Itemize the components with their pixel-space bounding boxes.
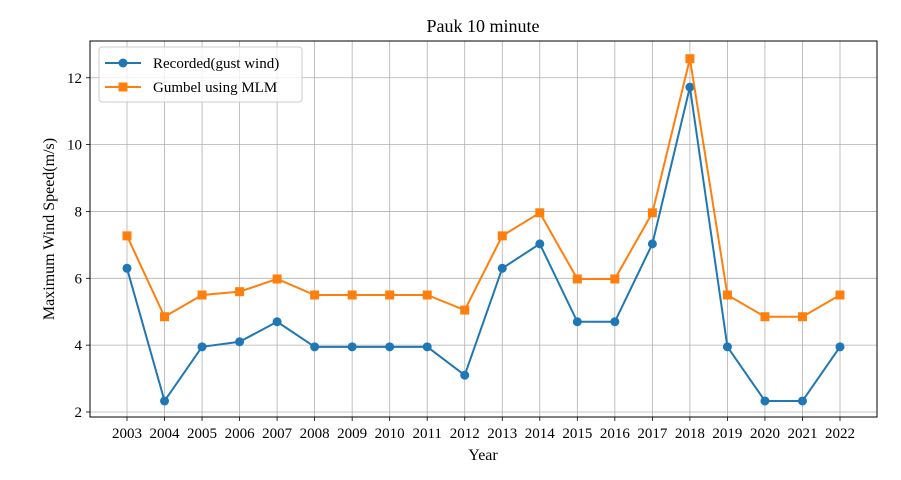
data-point: [235, 337, 245, 347]
data-point: [310, 342, 320, 352]
data-point: [197, 290, 207, 300]
data-point: [835, 342, 845, 352]
x-tick-label: 2003: [112, 426, 142, 442]
y-tick-label: 10: [67, 138, 82, 154]
data-point: [197, 342, 207, 352]
plot-area-frame: [89, 40, 878, 418]
data-point: [385, 290, 395, 300]
data-point: [347, 342, 357, 352]
legend-label: Recorded(gust wind): [153, 56, 279, 72]
data-point: [272, 317, 282, 327]
data-point: [647, 239, 657, 249]
data-point: [535, 208, 545, 218]
y-tick-label: 6: [75, 271, 83, 287]
data-point: [497, 263, 507, 273]
data-point: [122, 231, 132, 241]
data-point: [572, 317, 582, 327]
series-layer: [122, 54, 845, 406]
x-tick-label: 2018: [675, 426, 705, 442]
x-tick-label: 2011: [412, 426, 441, 442]
grid-lines: [90, 41, 877, 417]
series-2: [122, 54, 845, 322]
x-tick-label: 2008: [300, 426, 330, 442]
y-tick-label: 2: [75, 405, 83, 421]
data-point: [160, 396, 170, 406]
data-point: [310, 290, 320, 300]
x-tick-label: 2014: [525, 426, 556, 442]
data-point: [610, 317, 620, 327]
x-tick-label: 2004: [150, 426, 181, 442]
x-tick-label: 2012: [450, 426, 480, 442]
x-tick-label: 2006: [225, 426, 256, 442]
series-line: [126, 57, 841, 318]
x-tick-label: 2020: [750, 426, 780, 442]
legend-box: [98, 46, 303, 103]
y-axis-ticks: 2 4 6 8 10 12: [67, 71, 90, 421]
x-tick-label: 2017: [637, 426, 668, 442]
data-point: [535, 239, 545, 249]
data-point: [722, 290, 732, 300]
data-point: [347, 290, 357, 300]
data-point: [610, 274, 620, 284]
series-1: [122, 82, 845, 406]
data-point: [685, 82, 695, 92]
x-tick-label: 2007: [262, 426, 293, 442]
legend-label: Gumbel using MLM: [153, 80, 277, 96]
x-tick-label: 2016: [600, 426, 631, 442]
data-point: [722, 342, 732, 352]
y-tick-label: 8: [75, 204, 83, 220]
x-axis-label: Year: [468, 447, 498, 464]
data-point: [422, 342, 432, 352]
x-tick-label: 2015: [562, 426, 592, 442]
series-line: [126, 86, 841, 402]
y-axis-label: Maximum Wind Speed(m/s): [41, 138, 58, 320]
data-point: [685, 54, 695, 64]
data-point: [760, 312, 770, 322]
legend-marker: [118, 58, 128, 68]
x-tick-label: 2021: [787, 426, 817, 442]
x-tick-label: 2009: [337, 426, 367, 442]
data-point: [122, 263, 132, 273]
data-point: [460, 370, 470, 380]
data-point: [460, 305, 470, 315]
data-point: [572, 274, 582, 284]
x-tick-label: 2013: [487, 426, 517, 442]
data-point: [160, 312, 170, 322]
data-point: [647, 208, 657, 218]
chart-title: Pauk 10 minute: [427, 16, 540, 36]
x-tick-label: 2005: [187, 426, 217, 442]
legend-marker: [118, 82, 128, 92]
legend: Recorded(gust wind) Gumbel using MLM: [98, 46, 303, 103]
data-point: [797, 396, 807, 406]
x-tick-label: 2010: [375, 426, 405, 442]
y-tick-label: 4: [75, 338, 83, 354]
data-point: [272, 274, 282, 284]
x-axis-ticks: 2003 2004 2005 2006 2007 2008 2009 2010 2011 2012…: [112, 417, 855, 442]
data-point: [760, 396, 770, 406]
data-point: [385, 342, 395, 352]
y-tick-label: 12: [67, 71, 82, 87]
data-point: [422, 290, 432, 300]
data-point: [835, 290, 845, 300]
data-point: [497, 231, 507, 241]
data-point: [797, 312, 807, 322]
x-tick-label: 2019: [712, 426, 742, 442]
data-point: [235, 287, 245, 297]
x-tick-label: 2022: [825, 426, 855, 442]
